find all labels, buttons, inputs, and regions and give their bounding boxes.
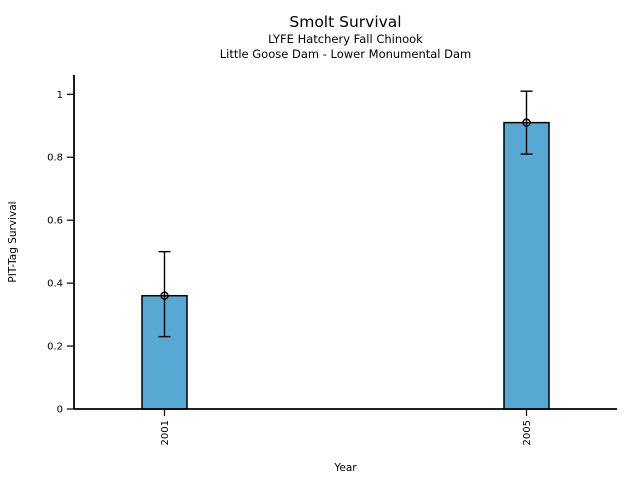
x-tick-label-2005: 2005 [522, 420, 533, 445]
y-tick-label-0.8: 0.8 [47, 153, 63, 164]
error-bars-layer [158, 90, 533, 338]
y-tick-label-0.2: 0.2 [47, 342, 63, 353]
bars-layer [141, 121, 550, 410]
y-tick-label-1: 1 [57, 90, 63, 101]
x-tick-label-2001: 2001 [160, 420, 171, 445]
y-axis-label: PIT-Tag Survival [7, 201, 19, 282]
y-tick-label-0.4: 0.4 [47, 279, 63, 290]
point-marker-2005 [522, 118, 531, 127]
y-tick-label-0: 0 [57, 405, 63, 416]
chart-title: Smolt Survival [289, 13, 401, 31]
point-marker-2001 [160, 291, 169, 300]
bar-2005 [503, 121, 550, 410]
axes-layer: 2001 2005 0 0.2 0.4 0.6 0.8 1 [47, 75, 617, 445]
chart-subtitle-line1: LYFE Hatchery Fall Chinook [268, 32, 423, 46]
y-tick-label-0.6: 0.6 [47, 216, 63, 227]
chart-subtitle-line2: Little Goose Dam - Lower Monumental Dam [220, 47, 472, 61]
x-axis-label: Year [333, 462, 357, 474]
